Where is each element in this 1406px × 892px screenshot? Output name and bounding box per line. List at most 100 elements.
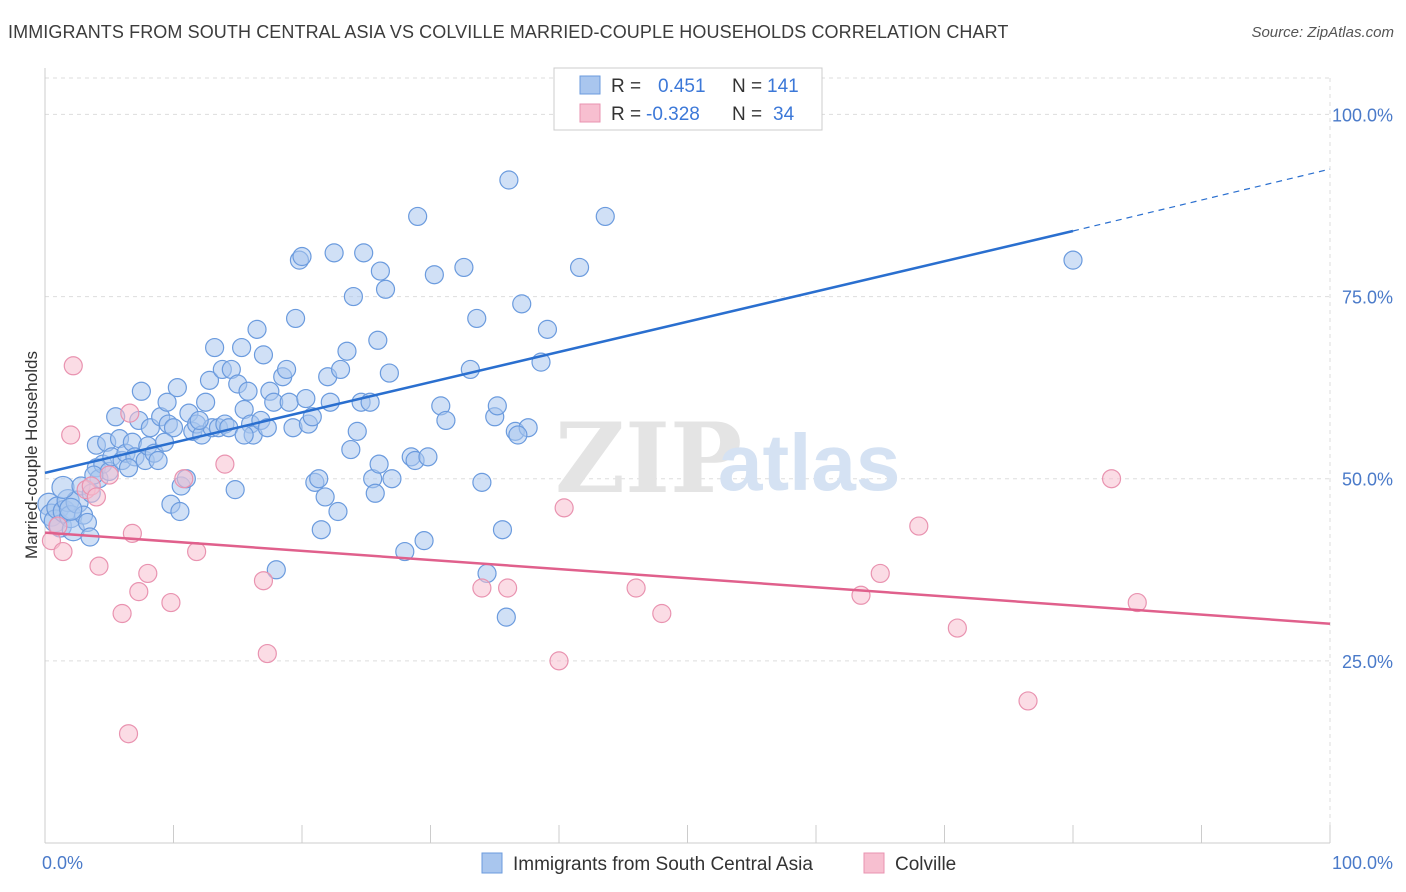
point-pink-18	[187, 541, 207, 562]
legend-r-value-blue: 0.451	[658, 76, 706, 97]
point-blue-127	[537, 319, 558, 339]
point-pink-3	[61, 425, 81, 445]
point-blue-83	[311, 520, 331, 540]
point-pink-4	[63, 356, 83, 376]
point-blue-93	[347, 421, 367, 441]
point-blue-78	[292, 246, 312, 267]
point-pink-1	[48, 516, 68, 536]
chart-source: Source: ZipAtlas.com	[1251, 24, 1394, 41]
point-pink-29	[870, 563, 890, 584]
point-blue-112	[436, 410, 456, 431]
point-blue-84	[315, 487, 335, 507]
point-blue-102	[379, 363, 399, 383]
point-pink-30	[909, 516, 929, 536]
point-pink-20	[253, 571, 274, 591]
point-blue-137	[369, 454, 389, 474]
point-blue-35	[148, 450, 168, 471]
point-pink-15	[138, 563, 158, 584]
point-blue-108	[414, 531, 434, 551]
point-pink-34	[1127, 592, 1147, 613]
point-blue-30	[131, 381, 151, 401]
point-pink-26	[626, 578, 646, 598]
point-blue-42	[170, 501, 190, 522]
legend-swatch-blue	[579, 75, 601, 95]
point-blue-124	[512, 294, 532, 314]
point-pink-32	[1018, 691, 1038, 711]
point-pink-2	[53, 541, 73, 562]
point-blue-110	[424, 265, 444, 285]
point-pink-31	[947, 618, 967, 638]
point-blue-100	[370, 261, 390, 281]
point-blue-90	[337, 341, 357, 361]
point-blue-52	[205, 337, 225, 358]
point-blue-120	[492, 520, 513, 540]
x-tick-label-0: 0.0%	[42, 853, 83, 873]
point-blue-71	[266, 560, 286, 580]
point-blue-79	[296, 388, 316, 409]
bottom-legend: Immigrants from South Central Asia Colvi…	[481, 852, 956, 875]
point-blue-76	[285, 308, 306, 329]
point-blue-37	[157, 392, 177, 412]
point-pink-23	[472, 578, 492, 598]
point-blue-58	[225, 480, 245, 500]
watermark-atlas: atlas	[718, 418, 900, 507]
point-blue-91	[341, 439, 361, 460]
series-blue-points	[37, 170, 1083, 627]
point-blue-74	[279, 392, 299, 412]
point-blue-50	[199, 370, 220, 390]
point-blue-65	[247, 319, 267, 339]
point-pink-27	[652, 603, 672, 624]
point-pink-14	[129, 582, 149, 602]
point-pink-7	[86, 487, 107, 507]
watermark-zip: ZIP	[555, 402, 742, 515]
point-blue-121	[499, 170, 519, 190]
point-blue-40	[163, 418, 184, 438]
point-blue-122	[496, 607, 516, 627]
top-legend: R = 0.451 N = 141 R = -0.328 N = 34	[553, 67, 823, 131]
point-pink-19	[215, 454, 235, 474]
point-blue-98	[365, 483, 385, 503]
legend-n-value-pink: 34	[773, 104, 795, 125]
point-blue-139	[59, 497, 83, 521]
point-blue-99	[368, 330, 388, 350]
y-axis-label: Married-couple Households	[22, 351, 41, 559]
point-blue-67	[253, 345, 274, 365]
point-pink-11	[118, 724, 139, 744]
bottom-legend-label-pink: Colville	[895, 854, 956, 875]
point-blue-95	[354, 243, 374, 263]
legend-n-label-blue: N =	[732, 76, 762, 97]
point-blue-49	[196, 392, 216, 412]
point-pink-10	[112, 603, 132, 624]
point-blue-132	[118, 458, 139, 478]
point-blue-87	[324, 243, 344, 263]
trend-line-blue-extension	[1072, 168, 1331, 232]
legend-r-label-blue: R =	[611, 76, 641, 97]
point-blue-10	[51, 475, 75, 500]
point-blue-130	[508, 425, 528, 445]
point-blue-60	[232, 337, 252, 358]
trend-line-blue	[44, 229, 1074, 475]
point-blue-103	[382, 469, 402, 489]
point-pink-24	[498, 578, 518, 598]
point-pink-12	[120, 403, 140, 423]
bottom-legend-swatch-blue	[481, 852, 503, 874]
bottom-legend-swatch-pink	[863, 852, 885, 874]
y-tick-labels: 25.0% 50.0% 75.0% 100.0%	[1332, 105, 1393, 671]
point-blue-115	[467, 308, 487, 329]
point-blue-113	[454, 257, 474, 278]
point-blue-88	[328, 501, 348, 522]
point-pink-9	[99, 465, 119, 485]
legend-swatch-pink	[579, 103, 601, 123]
point-blue-131	[1063, 250, 1083, 270]
x-tick-label-1: 100.0%	[1332, 853, 1393, 873]
y-tick-label-1: 50.0%	[1342, 470, 1393, 490]
point-blue-92	[343, 286, 363, 307]
point-blue-68	[257, 418, 277, 438]
y-tick-label-3: 100.0%	[1332, 105, 1393, 125]
point-blue-82	[309, 469, 329, 489]
point-blue-134	[189, 410, 209, 431]
legend-n-value-blue: 141	[767, 76, 799, 97]
legend-r-value-pink: -0.328	[646, 104, 700, 125]
point-blue-116	[472, 472, 492, 492]
